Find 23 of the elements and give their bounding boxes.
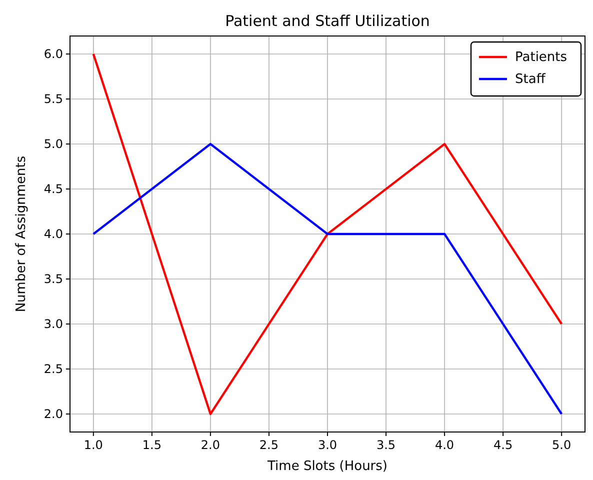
x-tick-label: 2.0 [200, 438, 220, 452]
x-tick-label: 3.0 [318, 438, 338, 452]
y-tick-label: 3.0 [44, 317, 63, 331]
x-tick-label: 1.0 [84, 438, 103, 452]
x-tick-label: 3.5 [376, 438, 396, 452]
y-axis-title: Number of Assignments [14, 156, 29, 312]
x-tick-label: 4.0 [435, 438, 454, 452]
x-tick-label: 2.5 [259, 438, 279, 452]
x-tick-label: 5.0 [552, 438, 572, 452]
legend-label: Staff [515, 72, 546, 87]
legend-label: Patients [515, 50, 568, 65]
y-tick-label: 5.0 [44, 137, 63, 151]
y-tick-label: 5.5 [44, 92, 63, 106]
y-tick-label: 4.5 [44, 182, 63, 196]
y-tick-label: 6.0 [44, 47, 63, 61]
chart-title: Patient and Staff Utilization [225, 12, 430, 30]
x-tick-label: 1.5 [142, 438, 162, 452]
y-tick-label: 2.5 [44, 362, 63, 376]
y-tick-label: 3.5 [44, 272, 63, 286]
x-tick-label: 4.5 [494, 438, 513, 452]
x-axis-title: Time Slots (Hours) [266, 459, 388, 474]
y-tick-label: 4.0 [44, 227, 63, 241]
y-tick-label: 2.0 [44, 407, 63, 421]
